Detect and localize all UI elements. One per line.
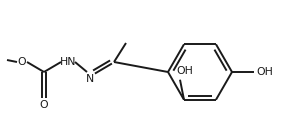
Text: N: N xyxy=(86,74,94,84)
Text: OH: OH xyxy=(177,66,194,76)
Text: HN: HN xyxy=(60,57,76,67)
Text: O: O xyxy=(40,100,48,110)
Text: O: O xyxy=(18,57,26,67)
Text: OH: OH xyxy=(257,67,273,77)
